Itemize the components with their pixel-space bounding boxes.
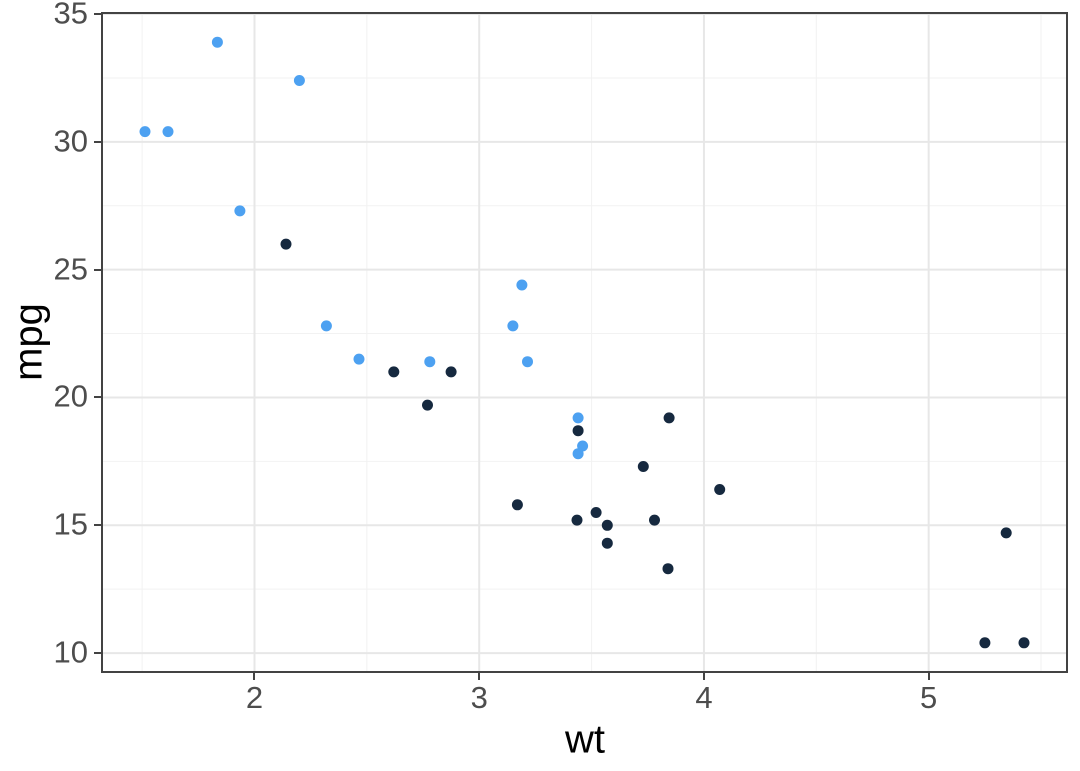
x-tick-mark xyxy=(702,673,705,680)
data-point xyxy=(424,356,436,368)
x-axis-title: wt xyxy=(565,717,605,762)
data-point xyxy=(663,412,675,424)
y-tick-mark xyxy=(94,140,101,143)
y-tick-label: 35 xyxy=(53,0,88,31)
x-tick-mark xyxy=(478,673,481,680)
data-point xyxy=(162,126,174,138)
data-point xyxy=(601,519,613,531)
x-tick-mark xyxy=(927,673,930,680)
y-tick-label: 30 xyxy=(53,123,88,159)
data-point xyxy=(211,36,223,48)
data-point xyxy=(388,366,400,378)
y-tick-label: 10 xyxy=(53,634,88,670)
x-tick-label: 4 xyxy=(695,680,713,715)
data-point xyxy=(522,356,533,368)
data-point xyxy=(320,320,332,332)
x-tick-label: 3 xyxy=(470,680,488,715)
data-point xyxy=(571,514,583,526)
data-point xyxy=(714,484,726,495)
data-point xyxy=(139,126,151,138)
panel-border xyxy=(101,12,1068,673)
y-axis-title: mpg xyxy=(6,303,51,381)
data-point xyxy=(1000,527,1012,539)
y-tick-label: 15 xyxy=(53,506,88,542)
y-tick-label: 25 xyxy=(53,250,88,286)
x-tick-mark xyxy=(253,673,256,680)
y-tick-mark xyxy=(94,268,101,271)
data-point xyxy=(637,461,649,472)
data-point xyxy=(511,499,523,511)
data-point xyxy=(572,425,584,437)
y-tick-mark xyxy=(94,13,101,16)
data-point xyxy=(979,637,991,649)
data-point xyxy=(280,238,292,250)
data-point xyxy=(572,448,584,460)
y-tick-mark xyxy=(94,524,101,527)
data-point xyxy=(601,537,613,549)
data-point xyxy=(422,399,433,411)
data-point xyxy=(507,320,519,332)
data-point xyxy=(516,279,528,291)
data-point xyxy=(445,366,457,378)
data-point xyxy=(1018,637,1030,649)
data-point xyxy=(572,412,584,424)
data-point xyxy=(293,75,305,86)
data-point xyxy=(649,514,660,526)
data-point xyxy=(590,507,602,518)
data-point xyxy=(353,353,365,365)
x-tick-label: 5 xyxy=(920,680,938,715)
y-tick-label: 20 xyxy=(53,378,88,414)
y-tick-mark xyxy=(94,396,101,399)
data-point xyxy=(662,563,674,575)
plot-panel xyxy=(101,12,1068,673)
data-point xyxy=(234,205,246,217)
x-tick-label: 2 xyxy=(245,680,264,715)
y-tick-mark xyxy=(94,652,101,655)
